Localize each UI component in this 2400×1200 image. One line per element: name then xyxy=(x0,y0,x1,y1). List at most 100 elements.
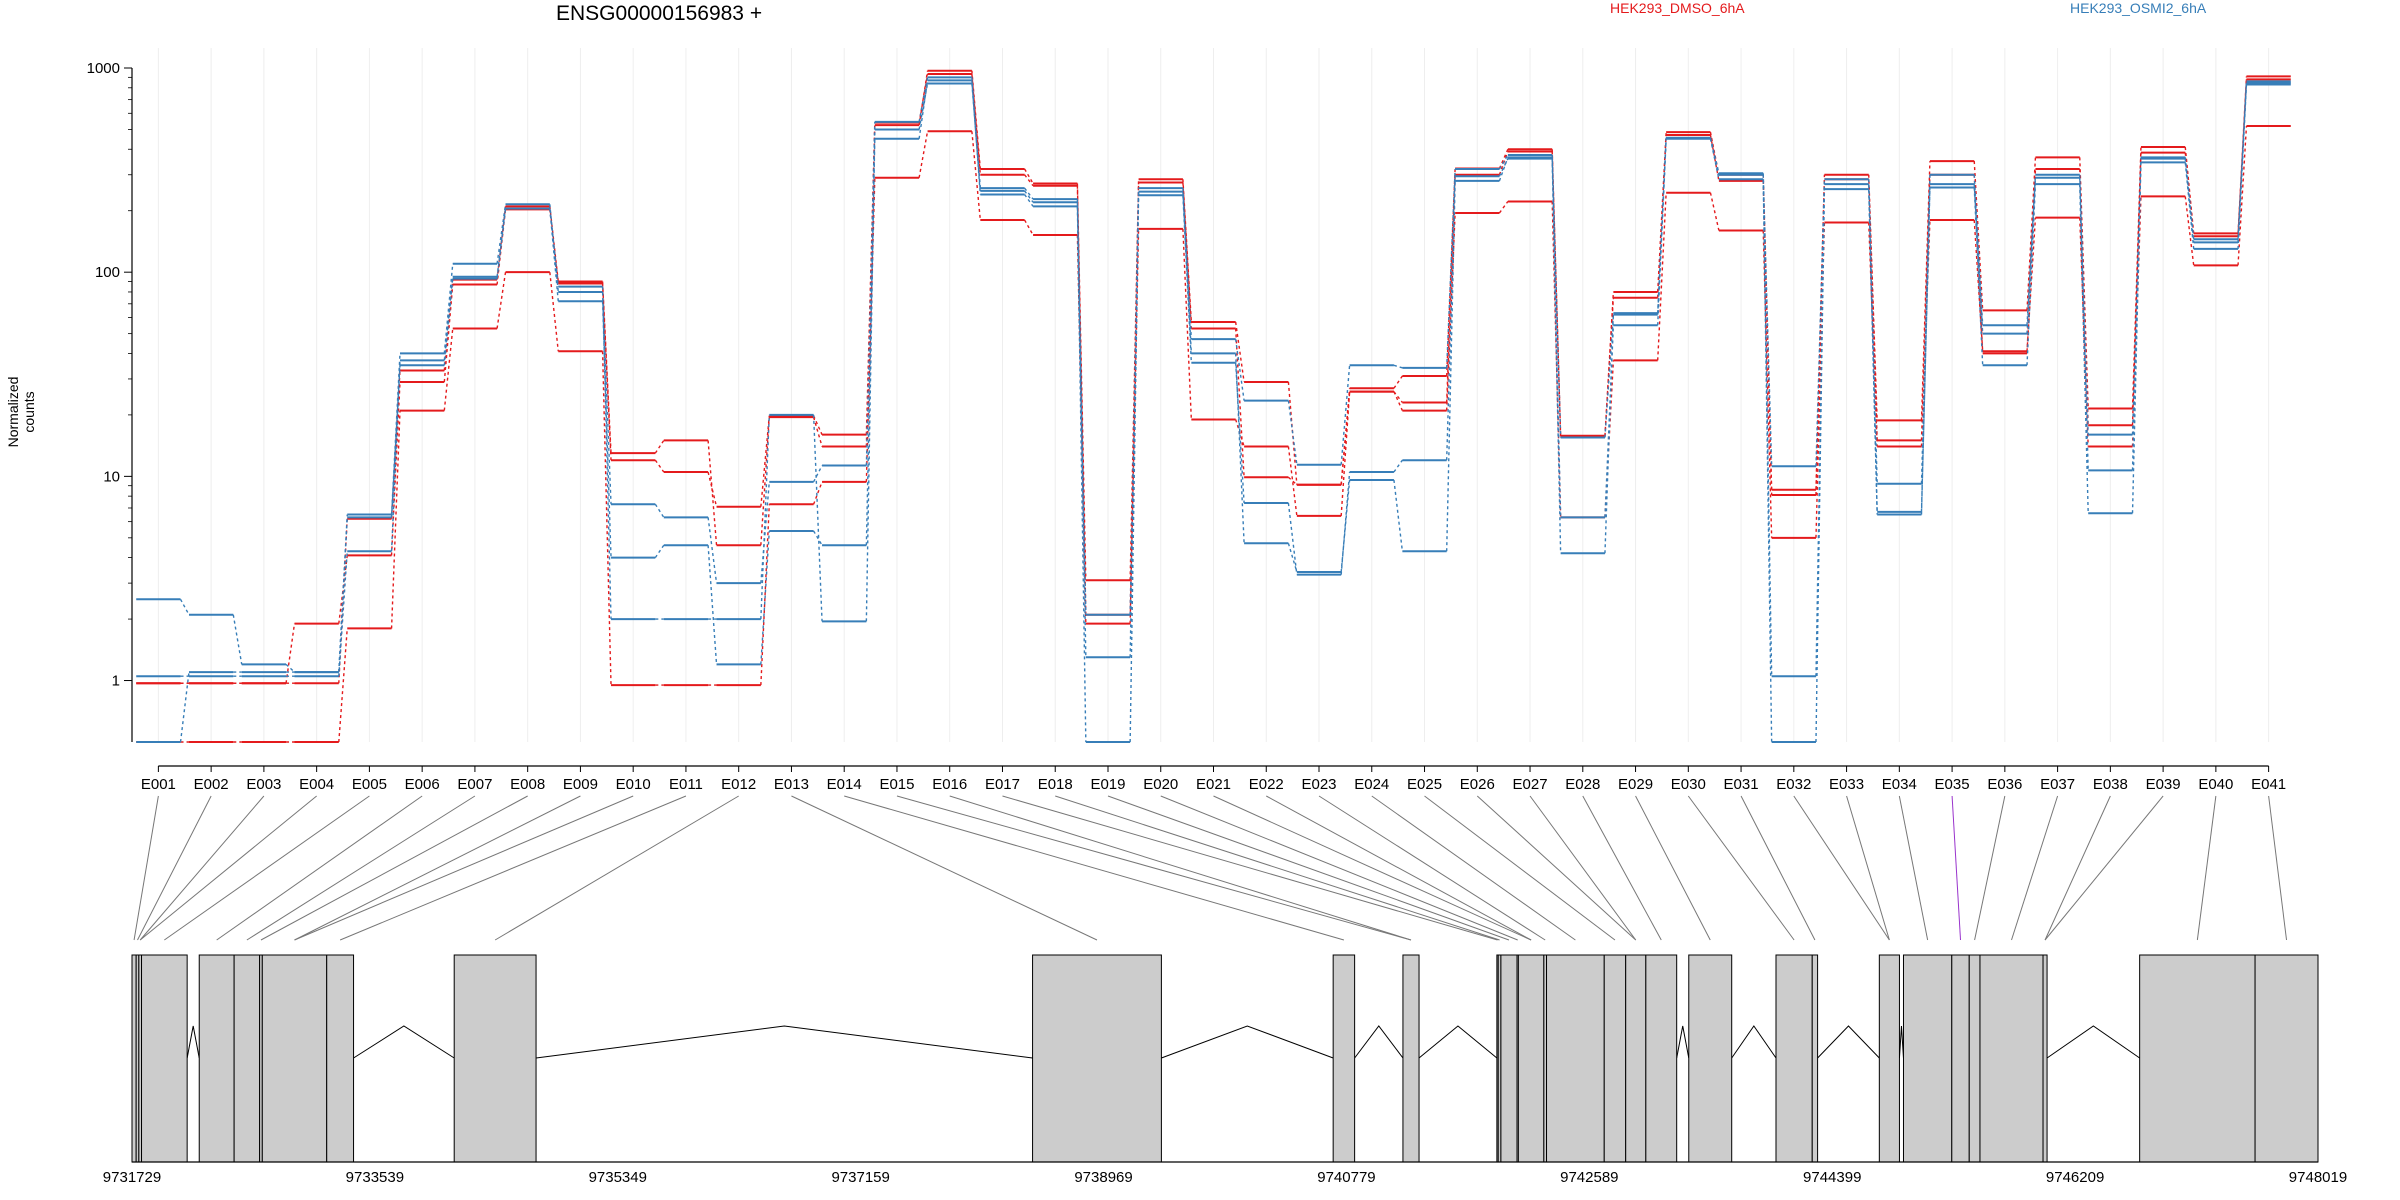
exon-box xyxy=(2254,954,2319,1163)
coordinate-tick-label: 9740779 xyxy=(1317,1169,1375,1186)
y-tick-label: 1 xyxy=(112,673,120,690)
intron-line xyxy=(1161,1025,1334,1059)
data-connector xyxy=(707,545,718,665)
data-connector xyxy=(1024,174,1034,187)
data-connector xyxy=(443,284,454,383)
data-connector xyxy=(654,440,665,454)
exon-connectors xyxy=(133,795,2288,941)
exon-box xyxy=(1032,954,1162,1163)
x-tick-label: E040 xyxy=(2198,776,2233,793)
intron-line xyxy=(1731,1025,1777,1059)
exon-box xyxy=(1878,954,1900,1163)
series-osmi2-rep3 xyxy=(136,81,2291,743)
data-connector xyxy=(2131,158,2142,514)
exon-box xyxy=(131,954,137,1163)
data-connector xyxy=(654,503,665,518)
data-connector xyxy=(760,530,770,665)
data-connector xyxy=(1709,134,1720,182)
data-connector xyxy=(1182,228,1193,420)
x-tick-label: E013 xyxy=(774,776,809,793)
data-connector xyxy=(2079,184,2089,514)
data-connector xyxy=(918,80,929,139)
data-connector xyxy=(1076,206,1087,743)
exon-connector xyxy=(1846,795,1890,941)
data-connector xyxy=(285,623,296,684)
data-connector xyxy=(443,276,454,361)
data-connector xyxy=(1551,157,1562,554)
data-connector xyxy=(1868,184,1878,512)
data-connector xyxy=(1445,168,1456,377)
x-tick-label: E031 xyxy=(1724,776,1759,793)
data-connector xyxy=(2079,217,2089,447)
exon-connector xyxy=(896,795,1412,941)
data-connector xyxy=(1393,391,1404,411)
data-connector xyxy=(707,517,718,584)
data-connector xyxy=(390,365,401,518)
x-tick-label: E038 xyxy=(2093,776,2128,793)
data-connector xyxy=(1024,187,1034,200)
exon-connector xyxy=(1424,795,1616,941)
exon-connector xyxy=(1529,795,1637,941)
data-connector xyxy=(1498,157,1509,182)
intron-line xyxy=(186,1025,200,1059)
exon-box xyxy=(1332,954,1356,1163)
exon-connector xyxy=(1002,795,1498,941)
coordinate-tick-label: 9731729 xyxy=(103,1169,161,1186)
exon-connector xyxy=(294,795,634,941)
data-connector xyxy=(1973,220,1984,352)
x-tick-label: E015 xyxy=(879,776,914,793)
exon-connector xyxy=(1687,795,1795,941)
data-connector xyxy=(179,598,190,616)
data-connector xyxy=(390,381,401,556)
data-connector xyxy=(443,328,454,411)
data-connector xyxy=(1024,190,1034,203)
data-connector xyxy=(1340,391,1351,485)
data-connector xyxy=(601,301,612,558)
data-connector xyxy=(2026,157,2037,311)
data-connector xyxy=(1445,180,1456,552)
data-connector xyxy=(1393,459,1403,473)
exon-connector xyxy=(1055,795,1500,941)
data-connector xyxy=(1445,176,1456,461)
exon-connector xyxy=(2011,795,2059,941)
x-tick-label: E033 xyxy=(1829,776,1864,793)
exon-box xyxy=(1546,954,1605,1163)
data-connector xyxy=(1393,479,1404,552)
data-connector xyxy=(496,272,507,329)
x-tick-label: E032 xyxy=(1776,776,1811,793)
data-connector xyxy=(549,272,559,352)
data-connector xyxy=(2026,177,2037,334)
x-tick-label: E025 xyxy=(1407,776,1442,793)
data-connector xyxy=(338,628,348,743)
data-connector xyxy=(918,83,929,130)
x-tick-label: E004 xyxy=(299,776,334,793)
x-tick-label: E021 xyxy=(1196,776,1231,793)
data-connector xyxy=(1604,313,1615,554)
intron-line xyxy=(1817,1025,1880,1059)
data-connector xyxy=(654,544,665,559)
exon-box xyxy=(326,954,355,1163)
coordinate-axis: 9731729 9733539 9735349 9737159 9738969 97407… xyxy=(103,1161,2347,1186)
coordinate-tick-label: 9738969 xyxy=(1074,1169,1132,1186)
exon-box xyxy=(261,954,328,1163)
data-connector xyxy=(1024,194,1034,207)
exon-connector xyxy=(2196,795,2217,941)
x-tick-label: E010 xyxy=(616,776,651,793)
x-tick-label: E005 xyxy=(352,776,387,793)
exon-box xyxy=(1902,954,1953,1163)
data-connector xyxy=(1340,471,1351,575)
coordinate-tick-label: 9744399 xyxy=(1803,1169,1861,1186)
intron-line xyxy=(1898,1025,1904,1059)
data-connector xyxy=(1287,502,1298,575)
data-connector xyxy=(2184,158,2195,240)
exon-connector xyxy=(164,795,370,941)
data-connector xyxy=(1024,219,1034,236)
exon-connector xyxy=(133,795,159,941)
exon-connector xyxy=(246,795,476,941)
exon-connector xyxy=(1160,795,1518,941)
x-tick-label: E020 xyxy=(1143,776,1178,793)
data-connector xyxy=(338,551,348,677)
data-connector xyxy=(338,517,348,673)
data-connector xyxy=(1973,161,1984,311)
exon-box xyxy=(453,954,537,1163)
